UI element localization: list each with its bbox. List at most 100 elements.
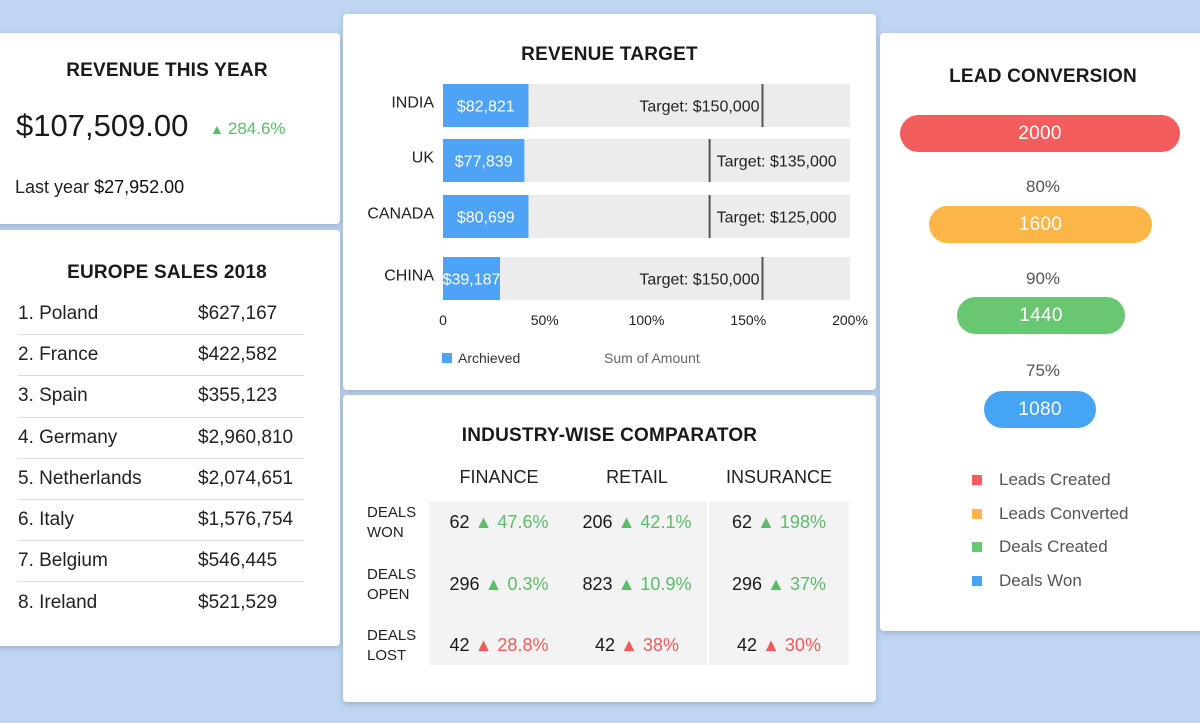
column-header-insurance: INSURANCE <box>725 467 832 487</box>
funnel-stage-pill: 1440 <box>957 297 1125 334</box>
cell-change: 38% <box>642 635 679 655</box>
country-amount: $2,960,810 <box>198 426 294 448</box>
conversion-rate: 90% <box>1025 269 1061 288</box>
x-tick-label: 150% <box>730 312 766 328</box>
cell-change: 10.9% <box>640 574 692 594</box>
country-name: 8. Ireland <box>18 591 98 613</box>
list-item: 2. France $422,582 <box>18 335 304 377</box>
row-label: DEALS OPEN <box>367 565 416 605</box>
revenue-this-year-card: REVENUE THIS YEAR $107,509.00 ▲ 284.6% La… <box>0 33 340 224</box>
last-year-value: $27,952.00 <box>94 177 185 197</box>
x-tick-label: 100% <box>629 312 665 328</box>
list-item: 5. Netherlands $2,074,651 <box>18 459 304 500</box>
country-name: 2. France <box>18 344 99 366</box>
up-arrow-icon: ▲ <box>767 574 785 594</box>
cell-value: 296 <box>449 574 480 594</box>
list-item: 7. Belgium $546,445 <box>18 541 304 583</box>
achieved-value-label: $80,699 <box>457 210 515 227</box>
column-background <box>567 501 707 665</box>
country-name: 4. Germany <box>18 426 118 448</box>
list-item: 6. Italy $1,576,754 <box>18 500 304 542</box>
legend-swatch <box>972 542 982 552</box>
europe-sales-list: 1. Poland $627,167 2. France $422,582 3. S… <box>18 294 304 624</box>
country-amount: $355,123 <box>198 385 278 407</box>
revenue-target-title: REVENUE TARGET <box>521 44 698 65</box>
funnel-stage-pill: 1080 <box>984 391 1096 428</box>
legend-item: Leads Converted <box>972 504 1128 524</box>
x-tick-label: 50% <box>531 312 559 328</box>
legend-item: Leads Created <box>972 470 1111 490</box>
target-label: Target: $150,000 <box>639 99 759 116</box>
legend-label-achieved: Archieved <box>458 350 520 366</box>
table-cell: 42 ▲ 38% <box>567 635 707 656</box>
category-label: UK <box>412 150 435 167</box>
cell-value: 206 <box>582 512 613 532</box>
target-label: Target: $150,000 <box>639 272 759 289</box>
revenue-this-year-title: REVENUE THIS YEAR <box>66 60 268 81</box>
up-arrow-icon: ▲ <box>617 574 636 594</box>
cell-value: 62 <box>732 512 753 532</box>
country-name: 3. Spain <box>18 385 88 407</box>
cell-change: 42.1% <box>640 512 692 532</box>
country-name: 7. Belgium <box>18 550 108 572</box>
legend-label: Leads Converted <box>999 503 1129 523</box>
row-label-line2: OPEN <box>367 586 410 603</box>
last-year-revenue: Last year $27,952.00 <box>15 177 184 198</box>
row-label-line1: DEALS <box>367 627 417 644</box>
revenue-change: ▲ 284.6% <box>210 119 286 139</box>
legend-label: Leads Created <box>999 470 1111 489</box>
bar-track <box>443 257 850 300</box>
x-tick-label: 0 <box>439 312 447 328</box>
funnel-stage-pill: 2000 <box>900 115 1180 152</box>
table-cell: 296 ▲ 0.3% <box>429 574 569 595</box>
up-arrow-icon: ▲ <box>474 635 493 655</box>
x-tick-label: 200% <box>832 312 868 328</box>
cell-value: 296 <box>732 574 763 594</box>
revenue-target-chart: $82,821 Target: $150,000 INDIA $77,839 Targe… <box>367 84 868 366</box>
achieved-bar <box>443 257 500 300</box>
conversion-rate: 80% <box>1025 177 1061 196</box>
up-arrow-icon: ▲ <box>757 512 775 532</box>
cell-value: 42 <box>595 635 616 655</box>
country-amount: $2,074,651 <box>198 467 294 489</box>
legend-label: Deals Won <box>999 570 1082 590</box>
list-item: 4. Germany $2,960,810 <box>18 418 304 459</box>
category-label: CANADA <box>367 206 434 223</box>
revenue-change-value: 284.6% <box>227 119 286 138</box>
country-amount: $546,445 <box>198 550 278 572</box>
country-name: 1. Poland <box>18 303 99 325</box>
industry-comparator-title: INDUSTRY-WISE COMPARATOR <box>461 425 758 446</box>
cell-change: 28.8% <box>497 635 549 655</box>
cell-change: 30% <box>784 635 821 655</box>
cell-value: 62 <box>449 512 470 532</box>
achieved-value-label: $82,821 <box>457 99 515 116</box>
legend-swatch <box>972 508 982 519</box>
up-arrow-icon: ▲ <box>617 512 636 532</box>
list-item: 3. Spain $355,123 <box>18 376 304 418</box>
achieved-bar <box>443 84 529 127</box>
industry-comparator-card: INDUSTRY-WISE COMPARATOR FINANCE RETAIL IN… <box>343 395 876 702</box>
achieved-value-label: $77,839 <box>455 154 513 171</box>
column-background <box>709 501 849 665</box>
europe-sales-title: EUROPE SALES 2018 <box>67 262 267 283</box>
cell-value: 42 <box>737 635 758 655</box>
table-cell: 296 ▲ 37% <box>709 574 849 595</box>
legend-swatch <box>972 475 982 485</box>
conversion-rate: 75% <box>1025 361 1061 380</box>
legend-swatch <box>972 575 982 586</box>
legend-item: Deals Created <box>972 537 1108 557</box>
cell-change: 47.6% <box>497 512 549 532</box>
category-label: CHINA <box>384 268 434 285</box>
table-cell: 206 ▲ 42.1% <box>567 512 707 533</box>
target-label: Target: $125,000 <box>717 210 837 227</box>
column-header-retail: RETAIL <box>606 467 668 487</box>
column-background <box>429 501 569 665</box>
list-item: 8. Ireland $521,529 <box>18 582 304 623</box>
cell-change: 37% <box>789 574 826 594</box>
row-label: DEALS WON <box>367 503 416 543</box>
up-arrow-icon: ▲ <box>620 635 638 655</box>
target-label: Target: $135,000 <box>717 154 837 171</box>
achieved-value-label: $39,187 <box>443 272 501 289</box>
funnel-stage-pill: 1600 <box>929 206 1152 243</box>
country-name: 5. Netherlands <box>18 467 142 489</box>
